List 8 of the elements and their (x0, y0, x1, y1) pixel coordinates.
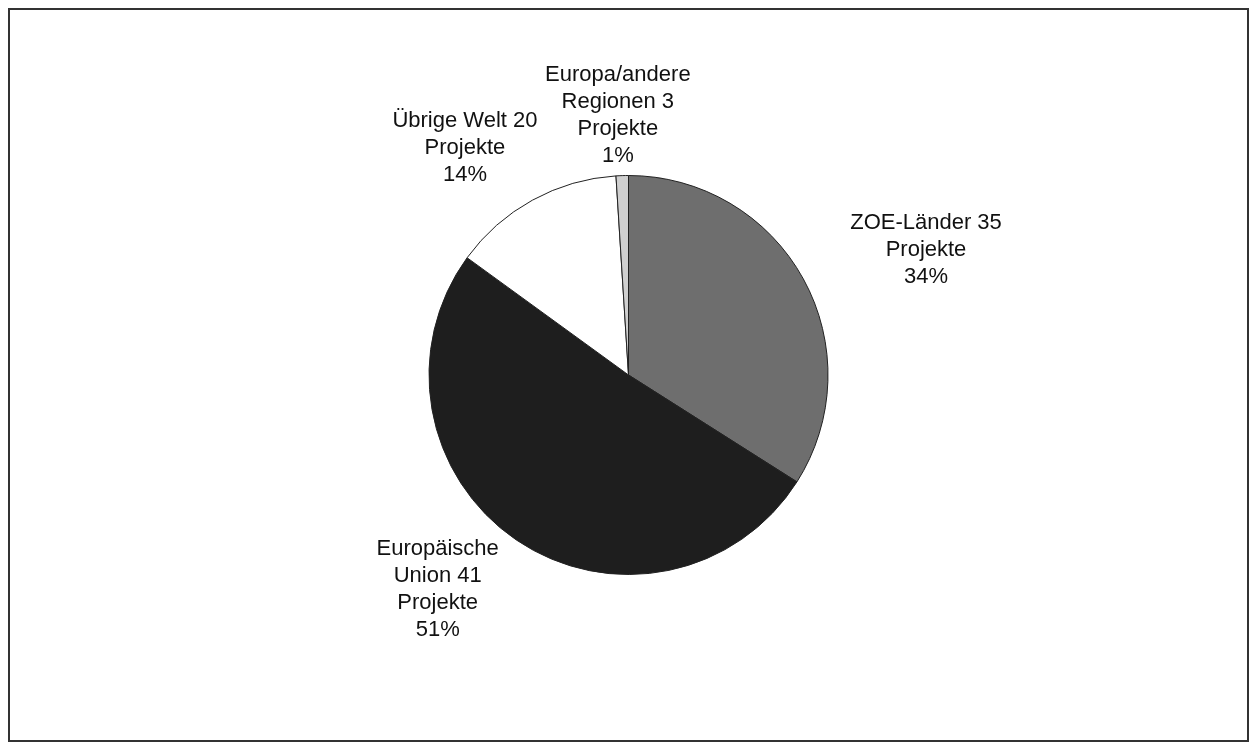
slice-label: ZOE-Länder 35 Projekte (850, 209, 1002, 262)
data-label: 34% (903, 263, 949, 289)
data-label: 1% (601, 142, 634, 168)
data-label: 51% (415, 616, 460, 642)
slice-label: Europa/andere Regionen 3 Projekte (545, 61, 691, 141)
data-label: 14% (442, 160, 487, 186)
slice-label: Europäische Union 41 Projekte (376, 535, 499, 615)
slice-label: Übrige Welt 20 Projekte (392, 106, 538, 159)
